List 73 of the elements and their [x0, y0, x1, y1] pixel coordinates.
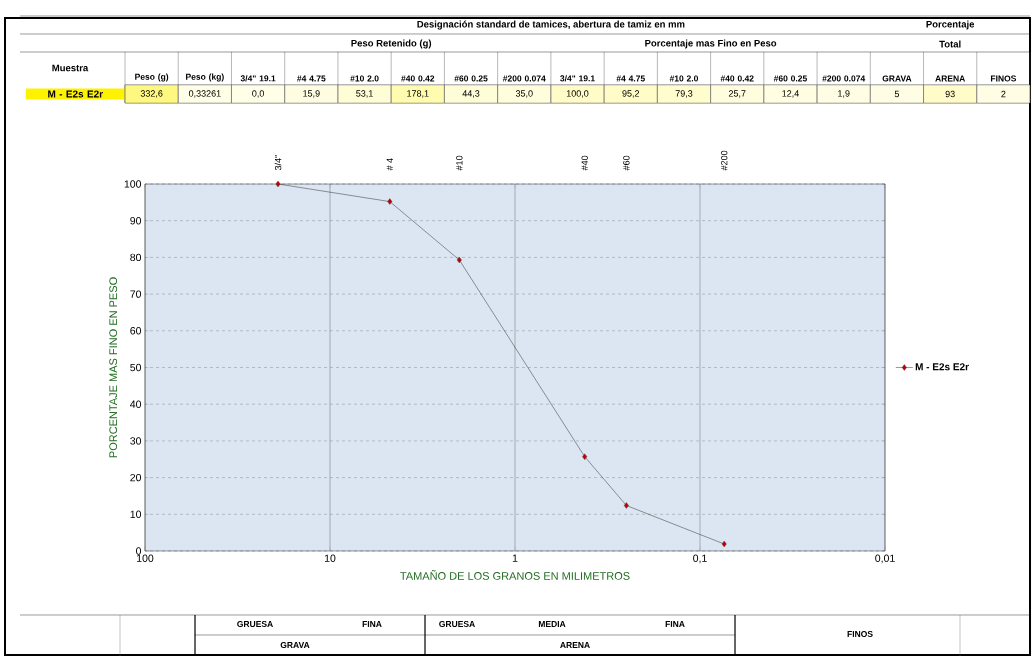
data-label: 95,2: [622, 90, 640, 98]
data-label: 0,33261: [188, 90, 221, 98]
y-tick-label: 30: [130, 437, 142, 445]
text: FINOS: [847, 631, 873, 637]
text: GRUESA: [439, 621, 475, 627]
text: # 4: [386, 158, 393, 171]
y-tick-label: 10: [130, 510, 142, 519]
x-axis-title: TAMAÑO DE LOS GRANOS EN MILIMETROS: [400, 570, 630, 580]
x-tick-label: #4 4.75: [616, 75, 645, 82]
x-tick-label: 0,1: [693, 554, 707, 564]
data-label: 332,6: [140, 90, 163, 98]
x-tick-label: Peso (kg): [186, 73, 224, 82]
legend-label: M - E2s E2r: [915, 363, 969, 371]
x-tick-label: 0,01: [875, 554, 895, 564]
data-label: 25,7: [728, 90, 746, 98]
text: FINA: [665, 621, 685, 627]
x-tick-label: ARENA: [935, 75, 966, 82]
text: #40: [581, 155, 588, 171]
y-tick-label: 90: [130, 216, 142, 225]
x-tick-label: #40 0.42: [720, 75, 754, 82]
x-tick-label: Peso (g): [135, 73, 169, 82]
text: Porcentaje mas Fino en Peso: [645, 39, 777, 49]
y-tick-label: 0: [136, 547, 142, 555]
data-label: 1,9: [838, 90, 850, 98]
text: Peso Retenido (g): [351, 39, 432, 49]
x-tick-label: GRAVA: [882, 75, 912, 82]
y-tick-label: 60: [130, 327, 142, 335]
y-tick-label: 50: [130, 363, 142, 372]
y-tick-label: 80: [130, 253, 142, 262]
text: #60: [623, 155, 630, 171]
text: GRUESA: [237, 621, 273, 627]
y-tick-label: 20: [130, 473, 142, 482]
x-tick-label: #200 0.074: [502, 75, 546, 82]
data-label: 0,0: [252, 90, 264, 98]
data-label: 53,1: [356, 90, 373, 98]
x-tick-label: #200 0.074: [822, 75, 866, 82]
x-tick-label: 3/4" 19.1: [560, 75, 595, 82]
x-tick-label: 100: [137, 554, 154, 562]
data-label: 2: [1001, 90, 1006, 98]
y-tick-label: 70: [130, 290, 142, 298]
y-axis-title: Muestra: [52, 64, 89, 72]
text: MEDIA: [538, 621, 566, 627]
data-label: 12,4: [782, 90, 799, 98]
x-tick-label: 3/4" 19.1: [240, 75, 276, 82]
x-tick-label: #60 0.25: [454, 75, 488, 82]
x-tick-label: 10: [324, 554, 336, 562]
text: ARENA: [560, 642, 590, 648]
x-tick-label: #40 0.42: [401, 75, 435, 82]
data-label: 79,3: [675, 90, 693, 98]
text: FINA: [362, 621, 382, 627]
text: #200: [721, 150, 728, 171]
x-tick-label: FINOS: [990, 75, 1017, 82]
text: GRAVA: [280, 642, 310, 648]
data-label: 93: [945, 90, 955, 98]
data-label: 44,3: [462, 90, 480, 98]
data-label: 5: [894, 90, 900, 98]
data-label: 15,9: [303, 90, 320, 98]
text: #10: [456, 155, 463, 171]
text: Total: [939, 40, 961, 48]
x-tick-label: #60 0.25: [773, 75, 807, 82]
y-tick-label: 40: [130, 400, 142, 408]
text: Porcentaje: [926, 20, 975, 30]
y-axis-title: PORCENTAJE MAS FINO EN PESO: [109, 277, 118, 458]
x-tick-label: 1: [512, 554, 518, 562]
x-tick-label: #4 4.75: [297, 75, 326, 82]
y-tick-label: 100: [124, 180, 142, 188]
data-label: 100,0: [566, 90, 589, 98]
data-label: 178,1: [407, 90, 429, 98]
chart-title: Designación standard de tamices, abertura de tamiz en mm: [417, 20, 685, 30]
text: 3/4": [274, 155, 282, 171]
x-tick-label: #10 2.0: [350, 75, 379, 82]
data-label: 35,0: [515, 90, 533, 98]
x-tick-label: #10 2.0: [669, 75, 699, 82]
